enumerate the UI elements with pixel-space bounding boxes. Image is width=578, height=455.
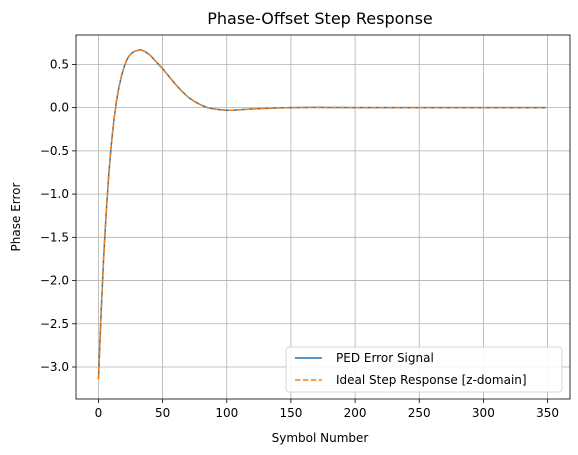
- y-tick-label: −0.5: [40, 144, 69, 158]
- legend-label-ideal-step: Ideal Step Response [z-domain]: [336, 373, 527, 387]
- y-tick-label: −1.5: [40, 230, 69, 244]
- series-line-ideal-step: [97, 48, 547, 380]
- legend-box: [285, 346, 563, 393]
- plot-frame: [75, 34, 571, 400]
- y-tick-label: −2.5: [40, 317, 69, 331]
- y-axis-label: Phase Error: [9, 182, 23, 251]
- y-tick-label: −2.0: [40, 274, 69, 288]
- x-tick-label: 350: [536, 406, 559, 420]
- x-tick-label: 50: [155, 406, 170, 420]
- y-axis-ticks: −3.0 −2.5 −2.0 −1.5 −1.0 −0.5 0.0 0.5: [40, 57, 76, 374]
- y-tick-label: −1.0: [40, 187, 69, 201]
- grid-lines: [76, 35, 570, 399]
- x-axis-label: Symbol Number: [272, 431, 369, 445]
- series-layer: [97, 48, 547, 380]
- legend-label-ped-error: PED Error Signal: [336, 351, 434, 365]
- x-axis-ticks: 0 50 100 150 200 250 300 350: [95, 399, 559, 420]
- y-tick-label: 0.5: [50, 57, 69, 71]
- y-tick-label: 0.0: [50, 101, 69, 115]
- x-tick-label: 150: [279, 406, 302, 420]
- x-tick-label: 0: [95, 406, 103, 420]
- legend: PED Error Signal Ideal Step Response [z-…: [285, 346, 563, 393]
- x-tick-label: 200: [344, 406, 367, 420]
- y-tick-label: −3.0: [40, 360, 69, 374]
- x-tick-label: 100: [215, 406, 238, 420]
- series-line-ped-error: [97, 48, 547, 380]
- x-tick-label: 300: [472, 406, 495, 420]
- x-tick-label: 250: [408, 406, 431, 420]
- chart-title: Phase-Offset Step Response: [207, 9, 433, 28]
